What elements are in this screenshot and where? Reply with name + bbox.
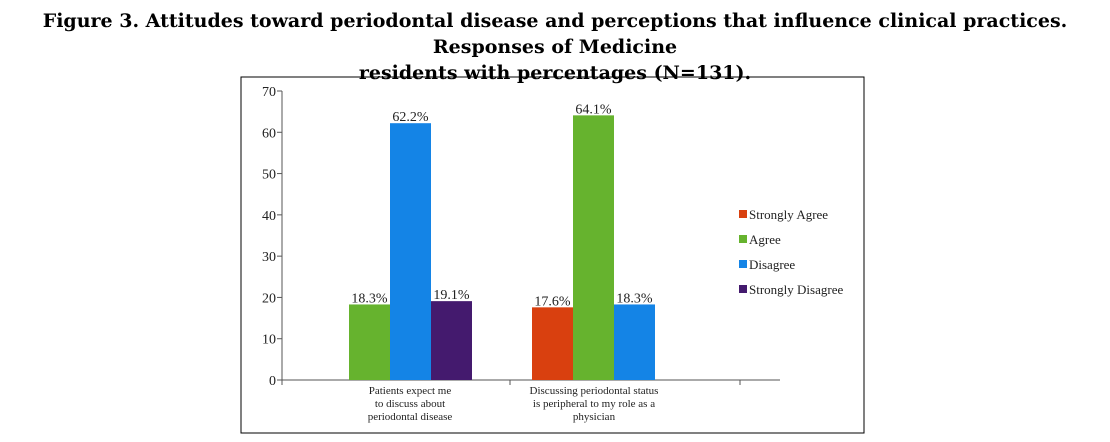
data-label: 17.6% [534,294,571,309]
data-label: 64.1% [575,102,612,117]
bar [573,115,614,380]
y-tick-label: 30 [262,250,276,265]
y-tick-label: 70 [262,85,276,100]
bars [349,115,655,381]
category-label: physician [573,411,616,423]
data-label: 19.1% [433,288,470,303]
legend-swatch [739,260,747,268]
y-tick-label: 10 [262,333,276,348]
legend-label: Disagree [749,257,795,272]
category-label: to discuss about [375,398,445,410]
legend-swatch [739,235,747,243]
y-tick-label: 0 [269,374,276,389]
legend-swatch [739,210,747,218]
legend-label: Strongly Agree [749,207,828,222]
data-label: 18.3% [616,291,653,306]
legend: Strongly Agree Agree Disagree Strongly Disa… [739,207,843,297]
data-labels: 18.3% 62.2% 19.1% 17.6% 64.1% 18.3% [351,102,653,309]
bar [431,301,472,380]
caption-line-1: Figure 3. Attitudes toward periodontal d… [42,10,1068,58]
legend-swatch [739,285,747,293]
bar [532,307,573,380]
category-label: is peripheral to my role as a [533,398,655,410]
bar [614,304,655,380]
y-tick-label: 50 [262,168,276,183]
category-label: Discussing periodontal status [530,385,659,397]
y-tick-label: 40 [262,209,276,224]
category-label: Patients expect me [369,385,452,397]
chart-frame [240,76,865,434]
figure-caption: Figure 3. Attitudes toward periodontal d… [0,8,1110,86]
data-label: 62.2% [392,110,429,125]
y-tick-label: 60 [262,126,276,141]
bar [390,123,431,381]
caption-line-2: residents with percentages (N=131). [358,62,752,84]
legend-label: Strongly Disagree [749,282,843,297]
bar [349,304,390,380]
axes: 0 10 20 30 40 50 60 70 [262,85,780,389]
legend-label: Agree [749,232,781,247]
data-label: 18.3% [351,291,388,306]
category-label: periodontal disease [368,411,453,423]
y-tick-label: 20 [262,291,276,306]
